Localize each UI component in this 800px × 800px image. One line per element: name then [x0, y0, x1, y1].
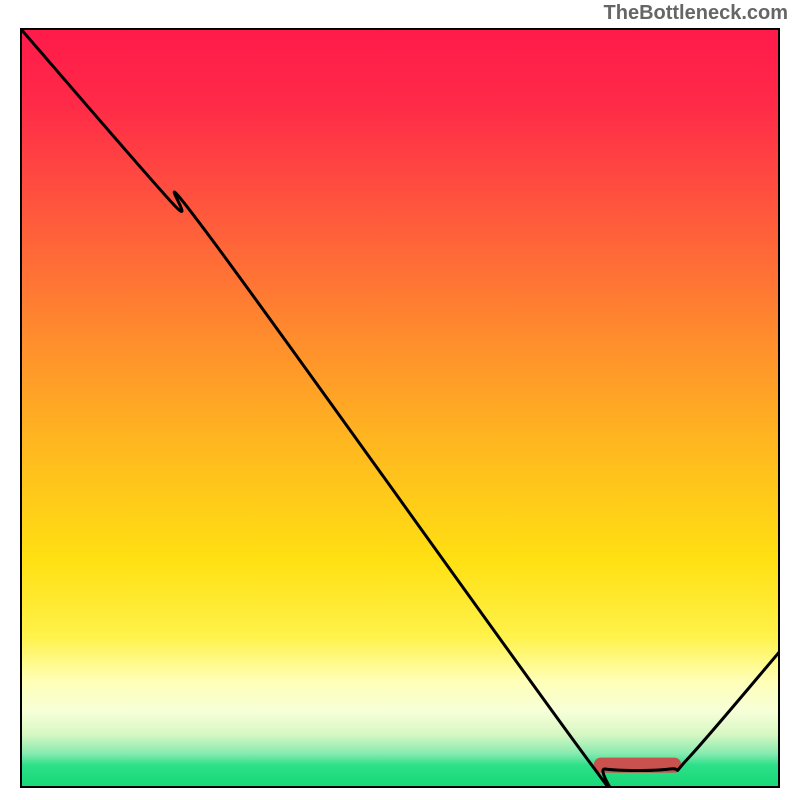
plot-background — [20, 28, 780, 788]
chart-container — [20, 28, 780, 788]
bottleneck-chart — [20, 28, 780, 788]
watermark-text: TheBottleneck.com — [604, 2, 788, 25]
